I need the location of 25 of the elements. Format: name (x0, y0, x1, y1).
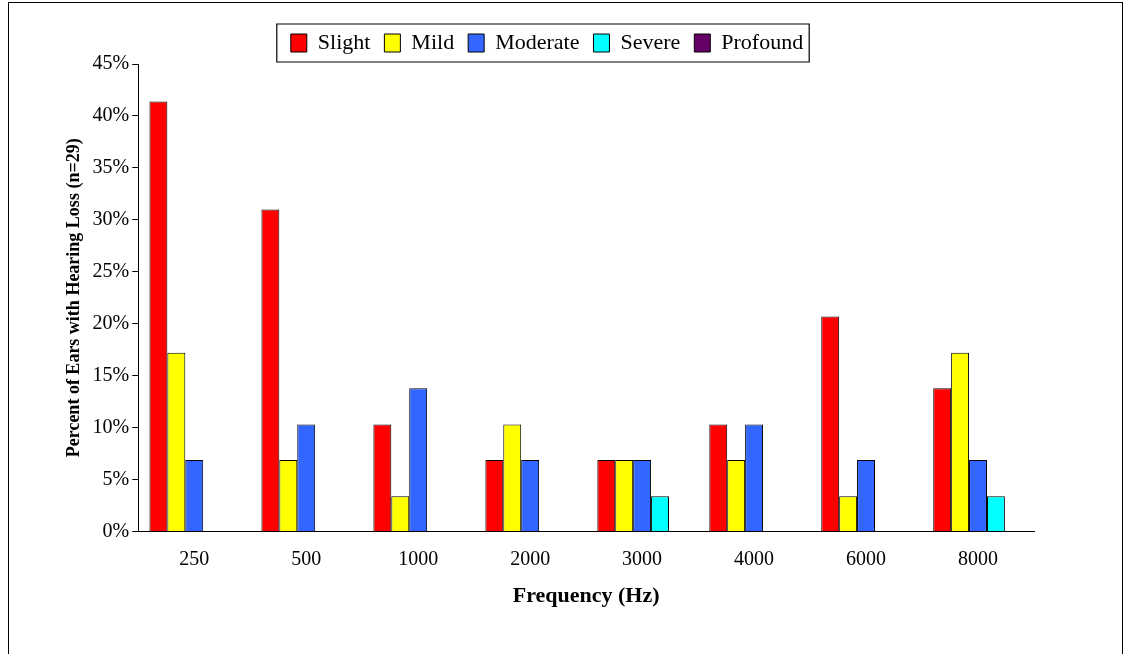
y-tick-label: 45% (92, 51, 130, 74)
x-tick-label: 3000 (622, 546, 663, 569)
legend-label: Moderate (495, 28, 580, 54)
x-tick-label: 500 (291, 546, 322, 569)
y-tick-label: 25% (92, 259, 130, 282)
x-tick-label: 4000 (734, 546, 775, 569)
legend-label: Profound (721, 28, 804, 54)
y-tick-label: 15% (92, 362, 130, 385)
legend-label: Severe (620, 28, 681, 54)
x-tick-label: 6000 (846, 546, 887, 569)
legend-label: Slight (317, 28, 371, 54)
y-tick-label: 10% (92, 414, 130, 437)
y-axis-title: Percent of Ears with Hearing Loss (n=29) (63, 138, 85, 458)
x-tick-label: 8000 (958, 546, 999, 569)
y-tick-label: 30% (92, 207, 130, 230)
x-axis-title: Frequency (Hz) (512, 582, 660, 608)
y-tick-label: 40% (92, 103, 130, 126)
legend-label: Mild (411, 28, 455, 54)
x-tick-label: 250 (179, 546, 210, 569)
y-tick-label: 5% (102, 466, 130, 489)
y-tick-label: 20% (92, 311, 130, 334)
x-tick-label: 2000 (510, 546, 551, 569)
y-tick-label: 35% (92, 155, 130, 178)
x-tick-label: 1000 (398, 546, 439, 569)
y-tick-label: 0% (102, 518, 130, 541)
